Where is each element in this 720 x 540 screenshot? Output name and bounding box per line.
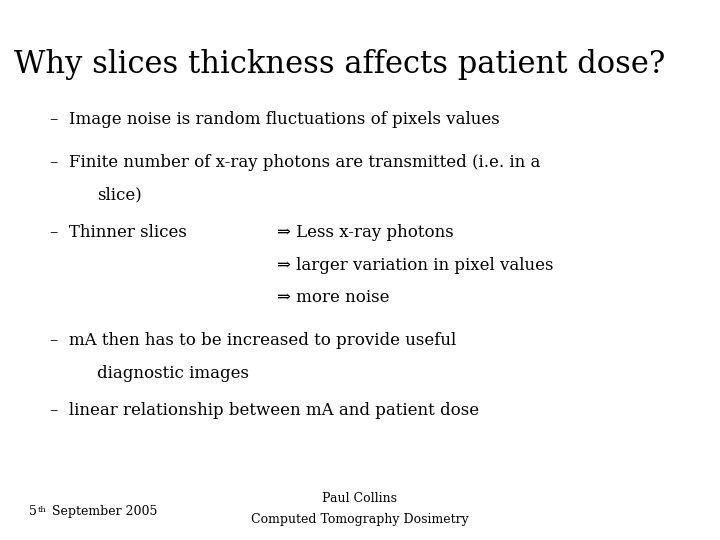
Text: –  Thinner slices: – Thinner slices [50, 224, 187, 241]
Text: ⇒ Less x-ray photons: ⇒ Less x-ray photons [277, 224, 454, 241]
Text: Computed Tomography Dosimetry: Computed Tomography Dosimetry [251, 514, 469, 526]
Text: ⇒ more noise: ⇒ more noise [277, 289, 390, 306]
Text: –  mA then has to be increased to provide useful: – mA then has to be increased to provide… [50, 332, 456, 349]
Text: –  Image noise is random fluctuations of pixels values: – Image noise is random fluctuations of … [50, 111, 500, 127]
Text: diagnostic images: diagnostic images [97, 364, 249, 381]
Text: th: th [38, 506, 47, 514]
Text: Why slices thickness affects patient dose?: Why slices thickness affects patient dos… [14, 49, 666, 79]
Text: slice): slice) [97, 186, 142, 203]
Text: ⇒ larger variation in pixel values: ⇒ larger variation in pixel values [277, 256, 554, 273]
Text: September 2005: September 2005 [48, 505, 157, 518]
Text: Paul Collins: Paul Collins [323, 492, 397, 505]
Text: 5: 5 [29, 505, 37, 518]
Text: –  Finite number of x-ray photons are transmitted (i.e. in a: – Finite number of x-ray photons are tra… [50, 154, 541, 171]
Text: –  linear relationship between mA and patient dose: – linear relationship between mA and pat… [50, 402, 480, 419]
